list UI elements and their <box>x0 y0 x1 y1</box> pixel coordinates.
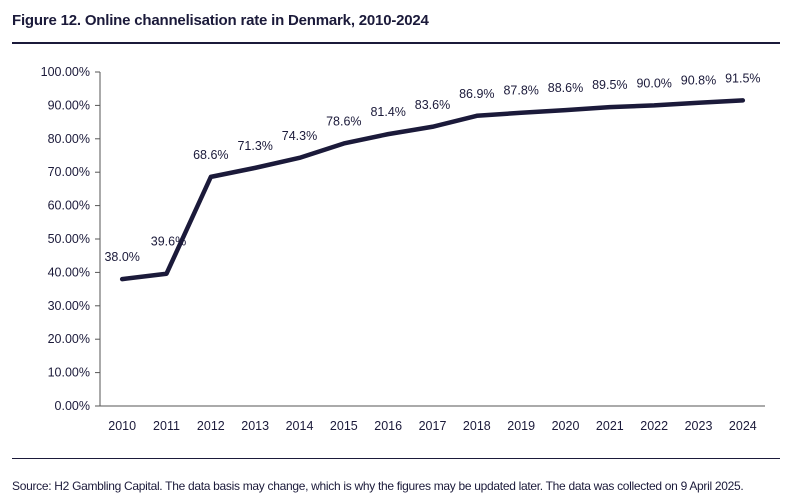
y-tick-label: 50.00% <box>48 232 90 246</box>
x-tick-label: 2010 <box>108 419 136 433</box>
x-tick-label: 2022 <box>640 419 668 433</box>
x-tick-label: 2012 <box>197 419 225 433</box>
x-tick-label: 2023 <box>685 419 713 433</box>
line-chart: 0.00% 10.00% 20.00% 30.00% 40.00% 50.00% 60.00… <box>41 65 765 433</box>
data-label: 83.6% <box>415 98 450 112</box>
data-label: 71.3% <box>237 139 272 153</box>
data-label: 87.8% <box>503 84 538 98</box>
chart-title: Figure 12. Online channelisation rate in… <box>12 12 429 29</box>
x-tick-label: 2016 <box>374 419 402 433</box>
title-divider <box>12 42 780 44</box>
source-note: Source: H2 Gambling Capital. The data ba… <box>12 479 744 493</box>
y-tick-label: 40.00% <box>48 265 90 279</box>
data-label: 39.6% <box>151 235 186 249</box>
data-label: 91.5% <box>725 71 760 85</box>
x-tick-label: 2014 <box>286 419 314 433</box>
y-tick-label: 30.00% <box>48 299 90 313</box>
data-label: 38.0% <box>104 250 139 264</box>
series-line <box>119 98 746 282</box>
y-tick-label: 100.00% <box>41 65 90 79</box>
y-tick-label: 90.00% <box>48 98 90 112</box>
data-label: 81.4% <box>370 105 405 119</box>
x-tick-label: 2015 <box>330 419 358 433</box>
source-divider <box>12 458 780 459</box>
data-label: 89.5% <box>592 78 627 92</box>
data-label: 90.0% <box>636 76 671 90</box>
x-tick-label: 2021 <box>596 419 624 433</box>
x-tick-label: 2013 <box>241 419 269 433</box>
x-tick-label: 2024 <box>729 419 757 433</box>
data-label: 86.9% <box>459 87 494 101</box>
y-tick-label: 10.00% <box>48 366 90 380</box>
y-tick-label: 0.00% <box>55 399 90 413</box>
data-label: 88.6% <box>548 81 583 95</box>
x-tick-label: 2011 <box>153 419 180 433</box>
y-tick-label: 60.00% <box>48 199 90 213</box>
data-label: 90.8% <box>681 74 716 88</box>
data-label: 74.3% <box>282 129 317 143</box>
data-label: 68.6% <box>193 148 228 162</box>
x-tick-label: 2019 <box>507 419 535 433</box>
y-tick-label: 80.00% <box>48 132 90 146</box>
x-tick-label: 2020 <box>552 419 580 433</box>
x-tick-label: 2018 <box>463 419 491 433</box>
data-label: 78.6% <box>326 114 361 128</box>
x-tick-label: 2017 <box>419 419 447 433</box>
y-tick-label: 70.00% <box>48 165 90 179</box>
y-tick-label: 20.00% <box>48 332 90 346</box>
